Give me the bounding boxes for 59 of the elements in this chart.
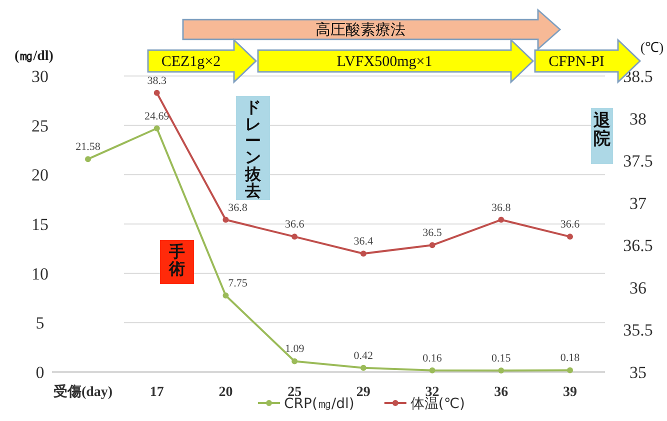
x-tick-label: 36 xyxy=(494,385,508,400)
y2-tick-label: 36.5 xyxy=(623,236,653,256)
data-label: 0.18 xyxy=(560,352,580,364)
data-label: 1.09 xyxy=(284,343,305,356)
y-tick-label: 25 xyxy=(32,116,48,136)
legend-label: CRP(㎎/dl) xyxy=(284,396,354,412)
point xyxy=(360,250,366,257)
point xyxy=(429,367,436,374)
text: 高圧酸素療法 xyxy=(316,20,406,38)
point xyxy=(222,216,229,223)
y2-tick-label: 38 xyxy=(630,109,646,128)
x-tick-label: 受傷(day) xyxy=(52,384,113,400)
y2-axis-title: (℃) xyxy=(640,41,664,56)
point xyxy=(222,292,229,299)
y-tick-label: 20 xyxy=(32,166,48,185)
data-label: 7.75 xyxy=(228,278,248,290)
y-tick-label: 10 xyxy=(32,264,48,284)
point xyxy=(85,156,91,162)
data-label: 38.3 xyxy=(147,74,167,87)
data-label: 36.6 xyxy=(560,218,580,231)
text: CFPN-PI xyxy=(548,54,604,70)
y2-tick-label: 37.5 xyxy=(623,152,653,171)
data-label: 0.42 xyxy=(354,350,374,362)
data-label: 36.8 xyxy=(492,202,512,214)
y-tick-label: 15 xyxy=(32,215,48,234)
text: LVFX500mg×1 xyxy=(336,54,432,70)
y2-tick-label: 36 xyxy=(630,278,646,298)
point xyxy=(567,234,573,240)
y2-tick-label: 37 xyxy=(630,194,647,213)
x-tick-label: 17 xyxy=(150,385,164,400)
y2-tick-label: 35 xyxy=(630,363,646,382)
data-label: 0.15 xyxy=(492,352,512,365)
point xyxy=(292,234,298,240)
data-label: 36.5 xyxy=(422,227,442,240)
data-label: 21.58 xyxy=(76,141,101,154)
point xyxy=(154,90,160,96)
x-tick-label: 39 xyxy=(563,385,577,400)
y-tick-label: 5 xyxy=(36,314,44,333)
annotation: 手術 xyxy=(168,242,185,278)
point xyxy=(498,368,504,374)
y-axis-title: (㎎/dl) xyxy=(14,49,54,64)
x-tick-label: 29 xyxy=(356,385,370,400)
y-tick-label: 0 xyxy=(36,363,44,382)
data-label: 36.8 xyxy=(228,202,248,214)
data-label: 0.16 xyxy=(422,352,442,364)
annotation: 退院 xyxy=(592,111,610,149)
x-tick-label: 20 xyxy=(218,385,233,400)
point xyxy=(567,367,573,374)
point xyxy=(498,216,504,223)
data-label: 36.4 xyxy=(354,236,374,248)
point xyxy=(154,125,160,132)
y2-tick-label: 35.5 xyxy=(623,320,653,340)
annotation: ドレーン抜去 xyxy=(244,98,262,200)
data-label: 36.6 xyxy=(284,218,305,231)
point xyxy=(429,242,436,248)
y-tick-label: 30 xyxy=(32,67,48,86)
point xyxy=(360,364,366,371)
text: CEZ1g×2 xyxy=(161,54,221,70)
point xyxy=(292,358,298,364)
